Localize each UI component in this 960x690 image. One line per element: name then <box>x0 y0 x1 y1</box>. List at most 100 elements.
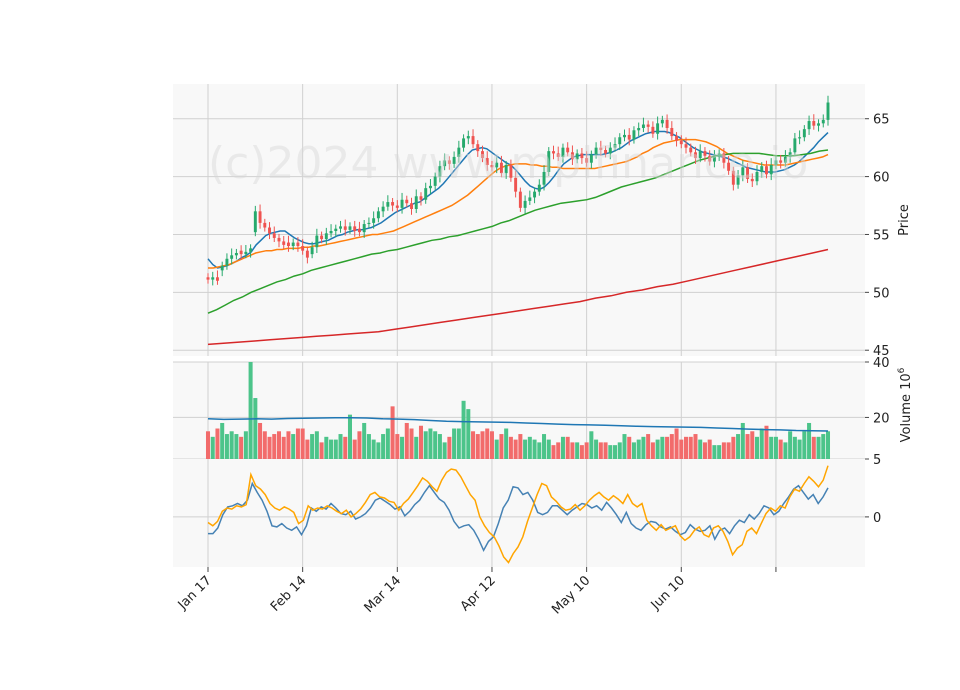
volume-bar <box>518 434 523 459</box>
x-tick-label: Apr 12 <box>458 573 499 614</box>
candle-body <box>608 147 612 154</box>
volume-bar <box>750 431 755 459</box>
candle-body <box>651 126 655 134</box>
volume-bar <box>565 436 570 459</box>
volume-bar <box>603 442 608 459</box>
volume-bar <box>589 431 594 459</box>
volume-bar <box>276 431 282 459</box>
candle-body <box>495 162 499 168</box>
volume-bar <box>702 442 707 459</box>
volume-bar <box>778 439 783 459</box>
volume-bar <box>210 436 215 459</box>
volume-bar <box>395 434 400 459</box>
candle-body <box>727 162 731 171</box>
volume-bar <box>489 431 494 459</box>
watermark: (c)2024 www.mplfinance.io <box>208 138 808 189</box>
volume-bar <box>333 439 338 459</box>
volume-bar <box>329 439 334 459</box>
candle-body <box>637 127 641 131</box>
x-tick-label: Jun 10 <box>648 573 688 613</box>
volume-bar <box>674 428 679 459</box>
candle-body <box>447 160 451 164</box>
candle-body <box>462 138 466 148</box>
volume-bar <box>825 431 831 459</box>
volume-bar <box>665 436 670 459</box>
volume-bar <box>437 434 442 459</box>
volume-bar <box>508 436 513 459</box>
volume-bar <box>347 414 352 459</box>
candle-body <box>386 202 390 207</box>
candle-body <box>499 162 503 174</box>
candle-body <box>774 160 778 166</box>
candle-body <box>703 151 707 156</box>
candle-body <box>712 156 716 162</box>
candle-body <box>220 265 224 271</box>
candle-body <box>230 255 234 259</box>
candle-body <box>817 123 821 126</box>
volume-bar <box>617 442 622 459</box>
volume-bar <box>669 434 674 459</box>
volume-bar <box>579 445 584 459</box>
candle-body <box>362 224 366 233</box>
volume-bar <box>324 436 329 459</box>
candle-body <box>428 185 432 189</box>
volume-bar <box>409 428 414 459</box>
candle-body <box>821 119 825 124</box>
candle-body <box>556 153 560 157</box>
candle-body <box>481 151 484 159</box>
candle-body <box>566 147 570 153</box>
candle-body <box>618 137 622 145</box>
volume-bar <box>646 434 651 459</box>
candle-body <box>471 136 475 145</box>
candle-body <box>769 165 773 175</box>
candle-body <box>381 206 385 212</box>
volume-bar <box>797 439 802 459</box>
candle-body <box>343 226 347 230</box>
candle-body <box>783 156 787 163</box>
candle-body <box>514 177 518 192</box>
volume-bar <box>471 431 476 459</box>
volume-tick-label: 20 <box>873 411 890 426</box>
candle-body <box>589 154 593 163</box>
candle-body <box>684 144 688 148</box>
candle-body <box>504 165 508 174</box>
candle-body <box>419 196 423 200</box>
price-panel: 45 50 55 60 65 <box>173 84 890 359</box>
oscillator-panel-background <box>173 459 865 567</box>
volume-bar <box>243 431 248 459</box>
volume-bar <box>310 434 315 459</box>
candle-body <box>627 134 631 140</box>
candle-body <box>750 178 754 182</box>
volume-moving-average-line <box>207 416 829 432</box>
volume-bar <box>234 434 239 459</box>
volume-bar <box>381 434 386 459</box>
candle-body <box>211 277 215 280</box>
candle-body <box>826 102 830 120</box>
candle-body <box>310 247 314 255</box>
volume-bar <box>594 439 599 459</box>
candle-body <box>391 202 395 206</box>
candle-body <box>249 248 253 252</box>
volume-bar <box>627 436 632 459</box>
candle-body <box>575 153 579 160</box>
candle-body <box>225 258 229 266</box>
volume-bar <box>205 431 211 459</box>
volume-axis-label-text: Volume 10 <box>899 373 914 442</box>
volume-bar <box>660 436 665 459</box>
candle-body <box>244 251 248 255</box>
x-tick-label: Feb 14 <box>268 573 310 615</box>
candle-body <box>731 170 735 185</box>
volume-tick-label: 5 <box>873 453 881 468</box>
volume-bar <box>622 434 627 459</box>
volume-bar <box>447 436 452 459</box>
volume-bar <box>286 431 291 459</box>
volume-bar <box>229 431 234 459</box>
volume-bar <box>584 442 589 459</box>
candle-body <box>424 188 428 200</box>
volume-bar <box>456 428 461 459</box>
candle-body <box>509 165 513 178</box>
candle-body <box>594 147 598 155</box>
candle-body <box>291 242 295 247</box>
candle-body <box>296 242 300 247</box>
